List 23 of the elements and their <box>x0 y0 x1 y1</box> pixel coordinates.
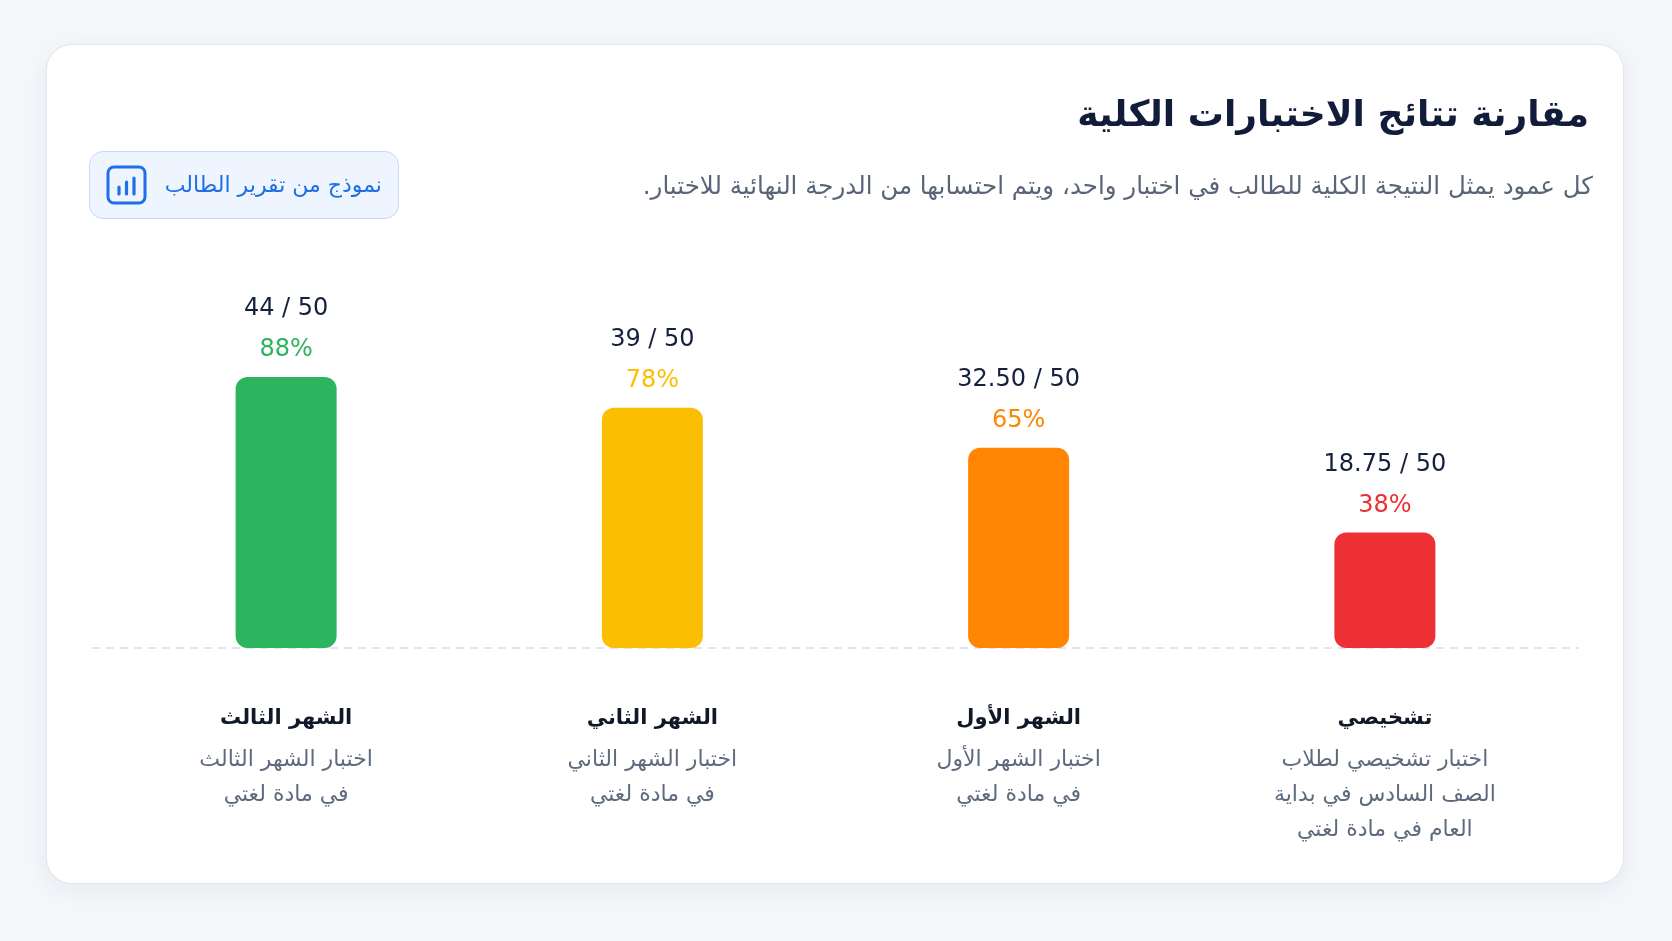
data-label: 18.75 / 50 <box>1323 448 1447 477</box>
data-label: 39 / 50 <box>610 323 695 352</box>
x-tick-label: تشخيصي <box>1337 705 1433 729</box>
text: اختبار الشهر الثاني في مادة لغتي <box>566 745 739 809</box>
x-tick-label: الشهر الأول <box>956 703 1082 729</box>
text: اختبار الشهر الأول في مادة لغتي <box>935 744 1102 809</box>
annotation: 65% <box>991 404 1046 433</box>
x-tick-label: الشهر الثاني <box>586 705 719 729</box>
x-tick-label: الشهر الثالث <box>219 705 353 729</box>
annotation: 88% <box>259 334 313 362</box>
bar <box>601 407 703 648</box>
chart-subtitle: كل عمود يمثل النتيجة الكلية للطالب في اختبار واحد، ويتم احتسابها من الدرجة النهائية للاختبار. <box>642 171 1593 201</box>
text: نموذج من تقرير الطالب <box>164 171 382 200</box>
text: اختبار الشهر الثالث في مادة لغتي <box>198 745 374 809</box>
annotation: 38% <box>1358 489 1412 518</box>
bar <box>968 447 1070 648</box>
text: اختبار تشخيصي لطلاب الصف السادس في بداية العام في مادة لغتي <box>1272 745 1497 844</box>
data-label: 32.50 / 50 <box>957 363 1080 392</box>
chart-title: مقارنة تتائج الاختبارات الكلية <box>1077 92 1589 136</box>
data-label: 44 / 50 <box>243 293 329 321</box>
bar <box>1334 532 1436 648</box>
annotation: 78% <box>625 364 680 393</box>
bar <box>235 377 337 648</box>
